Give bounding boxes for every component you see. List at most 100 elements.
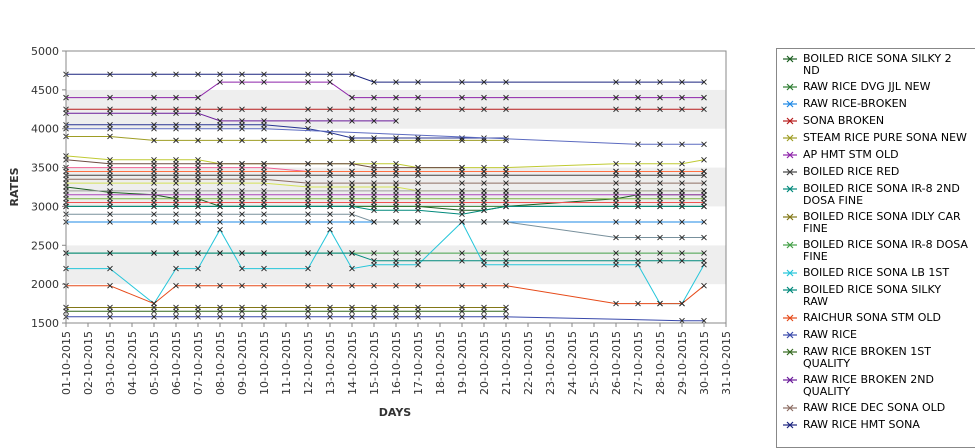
data-point: [371, 199, 377, 206]
data-point: [481, 168, 487, 175]
data-point: [305, 106, 311, 113]
data-point: [415, 135, 421, 141]
data-point: [679, 250, 685, 256]
data-point: [107, 308, 113, 315]
data-point: [415, 94, 421, 101]
legend-label: BOILED RICE SONA SILKY RAW: [803, 283, 942, 308]
x-tick-label: 02-10-2015: [82, 331, 95, 395]
data-point: [349, 282, 355, 289]
data-point: [701, 199, 707, 206]
plot-frame: [65, 50, 727, 324]
data-point: [701, 219, 707, 225]
data-point: [635, 300, 641, 307]
data-point: [195, 110, 201, 116]
y-axis-ticks: 1500 2000 2500 3000 3500 4000 4500 5000: [31, 45, 66, 330]
data-point: [195, 219, 201, 225]
data-point: [701, 188, 707, 194]
data-point: [415, 250, 421, 256]
legend-item: RAW RICE HMT SONA: [777, 418, 975, 432]
data-point: [481, 79, 487, 85]
series-17: [63, 71, 707, 85]
data-point: [459, 106, 465, 113]
data-point: [305, 137, 311, 144]
data-point: [107, 125, 113, 132]
data-point: [679, 94, 685, 101]
data-point: [349, 219, 355, 225]
x-tick-label: 17-10-2015: [412, 331, 425, 395]
data-point: [415, 219, 421, 225]
data-point: [305, 211, 311, 218]
data-point: [371, 250, 377, 256]
data-point: [459, 313, 465, 320]
legend-item: RAICHUR SONA STM OLD: [777, 311, 975, 325]
data-point: [173, 180, 179, 186]
data-point: [239, 106, 245, 113]
data-point: [613, 219, 619, 225]
data-point: [459, 180, 465, 186]
data-point: [657, 180, 663, 186]
data-point: [261, 180, 267, 186]
data-point: [151, 160, 157, 167]
data-point: [239, 199, 245, 206]
legend-label: BOILED RICE SONA LB 1ST: [803, 266, 950, 279]
data-point: [371, 282, 377, 289]
grid-band: [66, 51, 726, 90]
data-point: [393, 106, 399, 113]
legend-label: BOILED RICE RED: [803, 165, 900, 178]
x-tick-label: 10-10-2015: [258, 331, 271, 395]
legend-label: AP HMT STM OLD: [803, 148, 899, 161]
data-point: [195, 282, 201, 289]
line-chart: 1500 2000 2500 3000 3500 4000 4500 5000 01-10-2…: [8, 45, 733, 419]
legend-marker: [783, 404, 797, 412]
data-point: [217, 71, 223, 78]
data-point: [503, 250, 509, 256]
data-point: [701, 168, 707, 175]
x-tick-label: 25-10-2015: [588, 331, 601, 395]
series-line: [65, 155, 705, 169]
data-point: [371, 258, 377, 264]
data-point: [239, 160, 245, 167]
legend-item: RAW RICE DEC SONA OLD: [777, 401, 975, 415]
data-point: [327, 137, 333, 144]
data-point: [107, 199, 113, 206]
data-point: [635, 180, 641, 186]
legend-item: BOILED RICE SONA SILKY 2 ND: [777, 52, 975, 77]
series-layer: [63, 71, 707, 324]
data-point: [657, 160, 663, 167]
data-point: [393, 135, 399, 141]
data-point: [701, 250, 707, 256]
data-point: [305, 219, 311, 225]
data-point: [679, 188, 685, 194]
x-tick-label: 08-10-2015: [214, 331, 227, 395]
data-point: [239, 265, 245, 272]
data-point: [481, 219, 487, 225]
data-point: [151, 180, 157, 186]
data-point: [305, 168, 311, 175]
data-point: [107, 110, 113, 116]
data-point: [217, 308, 223, 315]
series-line: [66, 81, 704, 99]
legend-label: BOILED RICE SONA IDLY CAR FINE: [803, 210, 961, 235]
data-point: [195, 180, 201, 186]
data-point: [173, 265, 179, 272]
legend-marker: [783, 331, 797, 339]
data-point: [107, 180, 113, 186]
data-point: [195, 125, 201, 132]
data-point: [195, 313, 201, 320]
data-point: [305, 313, 311, 320]
data-point: [393, 94, 399, 101]
data-point: [459, 164, 465, 171]
data-point: [107, 133, 113, 140]
data-point: [173, 308, 179, 315]
data-point: [305, 118, 311, 124]
legend-item: RAW RICE-BROKEN: [777, 97, 975, 111]
data-point: [173, 250, 179, 256]
data-point: [415, 106, 421, 113]
data-point: [261, 106, 267, 113]
data-point: [217, 226, 223, 233]
y-tick-label: 2500: [31, 239, 59, 252]
data-point: [635, 199, 641, 206]
y-tick-label: 2000: [31, 278, 59, 291]
data-point: [613, 199, 619, 206]
x-tick-label: 19-10-2015: [456, 331, 469, 395]
